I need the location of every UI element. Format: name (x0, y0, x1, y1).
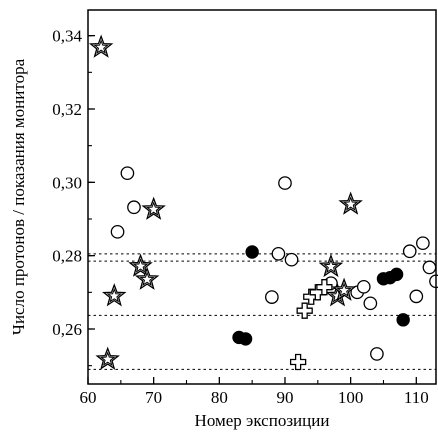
data-point-open-circle (110, 224, 125, 239)
data-point-star (318, 253, 344, 278)
data-point-star (102, 283, 127, 307)
data-point-star (134, 266, 160, 290)
x-tick-label: 60 (80, 388, 97, 407)
star-outer (331, 277, 357, 301)
y-tick-label: 0,28 (52, 247, 82, 266)
star-inner (146, 201, 162, 216)
x-tick-label: 70 (145, 388, 162, 407)
data-point-open-circle (284, 252, 299, 267)
star-outer (134, 266, 160, 290)
y-tick-label: 0,26 (52, 320, 82, 339)
data-point-star (331, 277, 357, 301)
data-point-star (128, 253, 153, 277)
data-point-open-circle (264, 290, 279, 304)
data-point-open-circle (416, 236, 430, 251)
data-point-open-circle (409, 289, 424, 304)
x-tick-label: 80 (211, 388, 228, 407)
y-tick-label: 0,34 (52, 27, 82, 46)
data-point-cross (289, 353, 307, 371)
data-point-open-circle (363, 296, 378, 311)
x-tick-label: 100 (338, 388, 364, 407)
star-outer (338, 191, 363, 215)
data-point-star (88, 34, 114, 58)
data-point-open-circle (429, 274, 438, 289)
axis-ticks (87, 35, 417, 384)
data-point-open-circle (278, 176, 292, 190)
star-outer (95, 346, 120, 370)
star-outer (88, 34, 114, 58)
y-axis-label: Число протонов / показания монитора (9, 58, 28, 335)
star-inner (106, 287, 122, 303)
star-inner (336, 282, 352, 297)
data-point-filled-circle (389, 267, 404, 282)
tick-labels: 60 70 80 90 100 110 0,26 0,28 0,30 0,32 0,34 (52, 27, 428, 407)
data-point-filled-circle (245, 245, 259, 259)
star-inner (139, 271, 155, 286)
y-tick-label: 0,32 (52, 100, 82, 119)
data-point-open-circle (370, 347, 384, 361)
data-point-open-circle (422, 260, 437, 275)
data-point-open-circle (271, 246, 286, 261)
data-point-star (338, 191, 363, 215)
x-axis-label: Номер экспозиции (195, 411, 330, 430)
star-outer (102, 283, 127, 307)
data-point-star (141, 196, 166, 220)
data-point-open-circle (120, 166, 135, 181)
data-point-cross (296, 302, 313, 319)
x-tick-label: 90 (276, 388, 293, 407)
data-point-filled-circle (238, 332, 253, 346)
data-point-star (95, 346, 120, 370)
data-point-open-circle (402, 244, 417, 259)
star-inner (100, 351, 116, 366)
data-point-open-circle (127, 200, 141, 215)
x-tick-label: 110 (404, 388, 429, 407)
star-outer (141, 196, 166, 220)
data-point-cross (316, 279, 333, 296)
plot-frame (87, 9, 437, 385)
data-point-filled-circle (396, 313, 410, 327)
star-inner (343, 196, 359, 211)
star-inner (323, 258, 339, 274)
y-tick-label: 0,30 (52, 173, 82, 192)
star-inner (93, 39, 109, 54)
star-outer (318, 253, 344, 278)
star-inner (132, 258, 149, 273)
data-points (88, 34, 438, 371)
data-point-open-circle (356, 279, 371, 294)
star-outer (128, 253, 153, 277)
